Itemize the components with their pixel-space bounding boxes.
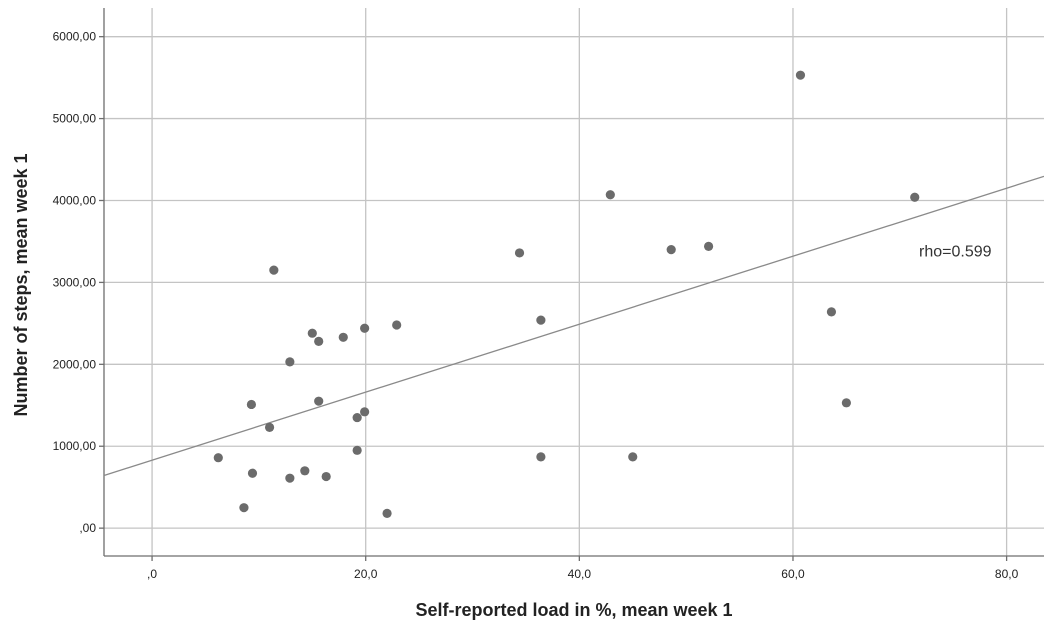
data-point [536, 315, 546, 325]
x-tick-label: 80,0 [995, 567, 1019, 581]
x-tick-label: 40,0 [568, 567, 592, 581]
data-point [246, 399, 257, 410]
data-point [213, 453, 223, 463]
y-tick-label: 1000,00 [53, 439, 97, 453]
data-point [307, 328, 317, 338]
y-tick-label: 6000,00 [53, 30, 97, 44]
x-tick-label: 60,0 [781, 567, 805, 581]
data-point [795, 70, 806, 80]
data-point [314, 336, 324, 346]
regression-line [103, 175, 1044, 477]
rho-annotation: rho=0.599 [919, 243, 992, 260]
data-point [247, 468, 258, 478]
data-point [382, 508, 392, 519]
data-point [285, 357, 295, 367]
data-point [285, 473, 295, 483]
data-point [536, 452, 546, 462]
x-tick-label: ,0 [147, 567, 157, 581]
data-point [338, 332, 348, 342]
data-point [360, 407, 370, 417]
data-point [352, 445, 362, 455]
y-tick-label: 3000,00 [53, 275, 97, 289]
data-point [300, 466, 310, 476]
data-point [910, 192, 920, 202]
data-point [666, 245, 676, 255]
data-point [605, 190, 615, 200]
y-tick-label: 4000,00 [53, 193, 97, 207]
data-point [352, 412, 362, 423]
data-point [360, 323, 370, 333]
y-axis-title: Number of steps, mean week 1 [11, 153, 31, 416]
data-point [239, 503, 249, 513]
data-point [826, 307, 837, 317]
data-points [213, 70, 920, 519]
data-point [269, 265, 279, 275]
data-point [264, 422, 275, 432]
data-point [314, 396, 324, 406]
grid-lines [104, 8, 1044, 556]
data-point [321, 471, 331, 482]
y-tick-label: 2000,00 [53, 357, 97, 371]
tick-labels: ,0 20,0 40,0 60,0 80,0 ,00 1000,00 2000,00 3000,… [53, 30, 1019, 581]
data-point [841, 398, 851, 408]
data-point [514, 248, 525, 258]
y-tick-label: 5000,00 [53, 112, 97, 126]
data-point [703, 241, 714, 251]
y-tick-label: ,00 [79, 521, 96, 535]
data-point [628, 452, 638, 462]
x-tick-label: 20,0 [354, 567, 378, 581]
x-axis-title: Self-reported load in %, mean week 1 [415, 600, 732, 620]
data-point [392, 320, 402, 330]
axes [99, 8, 1044, 561]
